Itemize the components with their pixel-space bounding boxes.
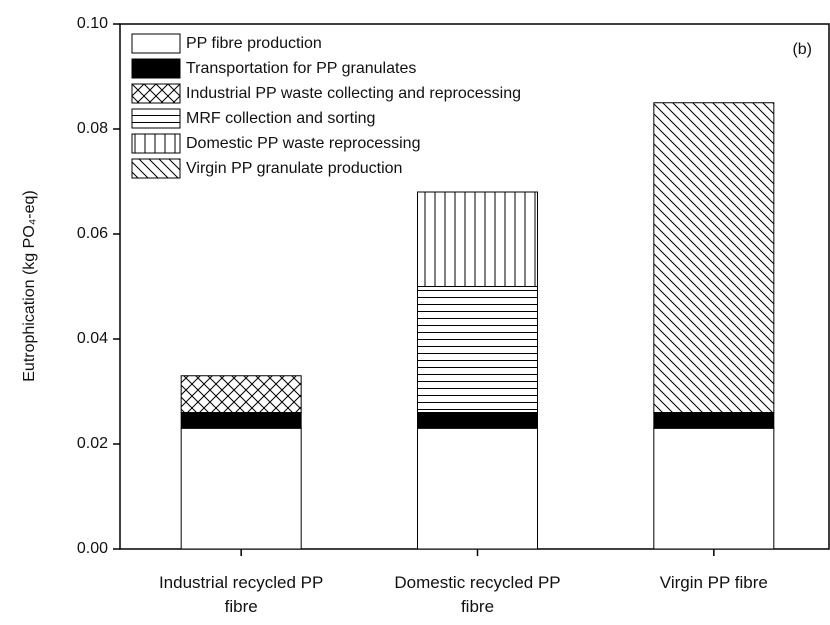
- x-tick-label-box: Industrial recycled PP fibre: [158, 573, 324, 616]
- legend-label: Domestic PP waste reprocessing: [186, 135, 420, 152]
- bar-segment: [653, 412, 775, 429]
- legend-label: Virgin PP granulate production: [186, 160, 402, 177]
- x-tick-label: Industrial recycled PP fibre: [158, 573, 324, 616]
- annotation: (b): [792, 41, 812, 58]
- bar-segment: [417, 412, 538, 429]
- x-tick-label: Domestic recycled PP fibre: [394, 573, 561, 616]
- bar-segment: [417, 191, 538, 287]
- legend-swatch: [131, 33, 181, 54]
- bar-segment: [653, 102, 775, 413]
- bar-segment: [180, 427, 302, 550]
- y-tick-label: 0.10: [77, 15, 108, 32]
- legend-swatch: [131, 83, 181, 104]
- legend-swatch: [131, 108, 181, 129]
- legend-swatch: [131, 133, 181, 154]
- legend-label: Industrial PP waste collecting and repro…: [186, 85, 521, 102]
- bar-segment: [653, 427, 775, 550]
- bar-segment: [180, 375, 302, 413]
- y-tick-label: 0.08: [77, 120, 108, 137]
- bar-segment: [180, 412, 302, 429]
- legend-label: MRF collection and sorting: [186, 110, 375, 127]
- y-axis-label: Eutrophication (kg PO₄-eq): [21, 190, 38, 382]
- y-tick-label: 0.02: [77, 435, 108, 452]
- y-tick-label: 0.04: [77, 330, 108, 347]
- x-tick-label-box: Virgin PP fibre: [659, 573, 768, 592]
- bar-segment: [417, 427, 538, 550]
- x-tick-label-box: Domestic recycled PP fibre: [394, 573, 561, 616]
- legend-label: PP fibre production: [186, 35, 322, 52]
- y-tick-label: 0.06: [77, 225, 108, 242]
- bar-segment: [417, 286, 538, 413]
- legend-swatch: [131, 158, 181, 179]
- legend-swatch: [131, 58, 181, 79]
- y-tick-label: 0.00: [77, 540, 108, 557]
- legend-label: Transportation for PP granulates: [186, 60, 416, 77]
- x-tick-label: Virgin PP fibre: [659, 573, 768, 592]
